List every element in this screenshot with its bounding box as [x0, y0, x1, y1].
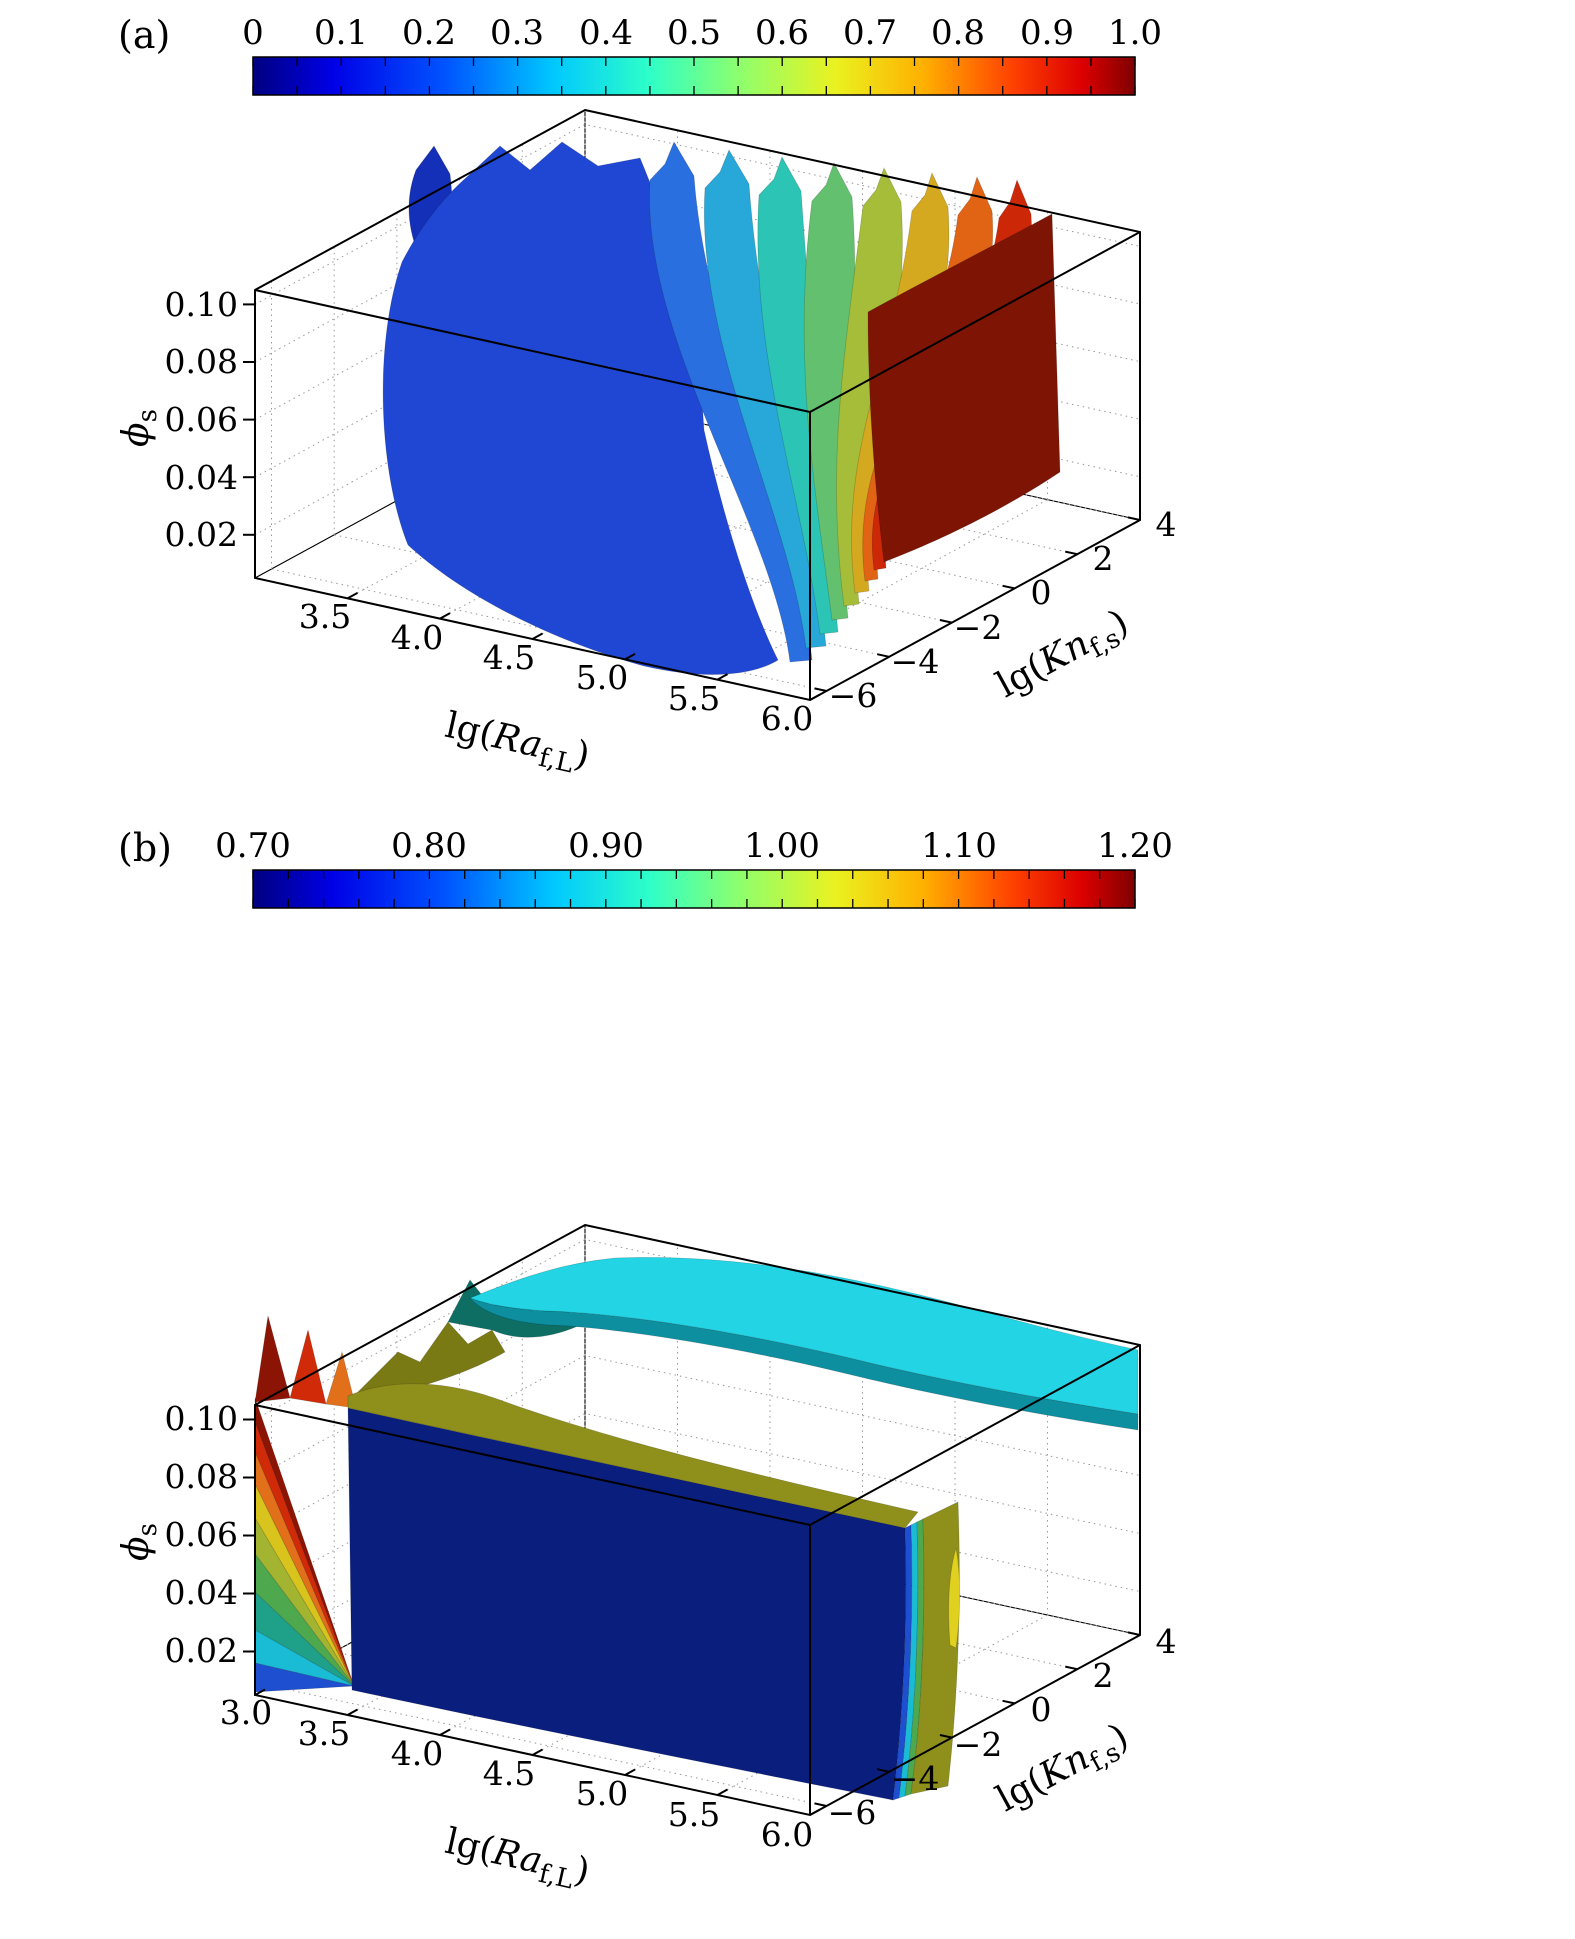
ra-tick-label: 4.5	[483, 638, 535, 677]
phi-tick-label: 0.02	[165, 515, 238, 554]
ra-tick-label: 5.0	[576, 658, 628, 697]
phi-axis-label: ϕs	[116, 1523, 163, 1561]
ra-axis-label-sub: f,L	[536, 1859, 576, 1896]
ra-tick-label: 6.0	[761, 1815, 813, 1854]
phi-axis-label-sym: ϕ	[116, 1536, 157, 1561]
isosurface-spike	[325, 1350, 357, 1409]
kn-tick-label: 4	[1156, 1622, 1177, 1661]
isosurface-spike	[254, 1315, 291, 1403]
phi-axis-label-sub: s	[133, 1523, 163, 1536]
kn-tick-label: −2	[954, 1725, 1003, 1764]
plot-b-isosurfaces	[254, 1257, 1139, 1801]
kn-tick-label: 4	[1156, 505, 1177, 544]
colorbar-tick-label: 0.8	[931, 13, 985, 53]
ra-tick-label: 5.5	[668, 679, 720, 718]
ra-axis-label: lg(Raf,L)	[440, 705, 593, 783]
ra-tick-label: 3.0	[220, 1693, 272, 1732]
ra-axis-label-sym: Ra	[488, 715, 546, 766]
phi-tick-label: 0.06	[165, 1515, 238, 1554]
ra-axis-label: lg(Raf,L)	[440, 1821, 593, 1899]
phi-axis-label-sub: s	[133, 409, 163, 422]
colorbar-tick-label: 1.20	[1097, 826, 1173, 866]
ra-tick-label: 5.5	[668, 1795, 720, 1834]
colorbar-tick-label: 0.70	[215, 826, 291, 866]
phi-tick-label: 0.08	[165, 1457, 238, 1496]
isosurface-spike	[948, 1547, 961, 1649]
ra-tick-label: 4.0	[391, 1734, 443, 1773]
ra-tick-label: 4.5	[483, 1754, 535, 1793]
ra-tick-label: 3.5	[298, 1714, 350, 1753]
phi-tick-label: 0.02	[165, 1631, 238, 1670]
phi-tick-label: 0.10	[165, 285, 238, 324]
panel-b-tag: (b)	[118, 826, 172, 870]
colorbar-tick-label: 0.2	[402, 13, 456, 53]
kn-tick-label: −4	[891, 1759, 940, 1798]
ra-tick-label: 3.5	[299, 597, 351, 636]
phi-axis-label-sym: ϕ	[116, 422, 157, 447]
kn-tick-label: 2	[1093, 539, 1114, 578]
plot-a-frame	[243, 57, 1141, 702]
colorbar-tick-label: 0.5	[667, 13, 721, 53]
kn-tick-label: 0	[1031, 573, 1052, 612]
phi-tick-label: 0.08	[165, 342, 238, 381]
phi-tick-label: 0.04	[165, 458, 238, 497]
plot-b-frame	[243, 870, 1141, 1817]
ra-axis-label-post: )	[571, 734, 594, 777]
phi-tick-label: 0.10	[165, 1399, 238, 1438]
kn-axis-label: lg(Knf,s)	[990, 602, 1138, 712]
isosurface-spike	[289, 1329, 327, 1405]
ra-tick-label: 5.0	[576, 1774, 628, 1813]
colorbar-tick-label: 0.90	[568, 826, 644, 866]
colorbar-tick-label: 0	[242, 13, 264, 53]
kn-tick-label: −4	[891, 642, 940, 681]
kn-tick-label: −6	[829, 676, 878, 715]
plot-a-isosurfaces	[382, 141, 1061, 675]
kn-tick-label: −6	[828, 1793, 877, 1832]
kn-tick-label: 2	[1093, 1656, 1114, 1695]
colorbar-tick-label: 0.7	[843, 13, 897, 53]
isosurface-slab-edge	[469, 1297, 1139, 1431]
colorbar-tick-label: 0.80	[391, 826, 467, 866]
phi-tick-label: 0.06	[165, 400, 238, 439]
kn-tick-label: 0	[1031, 1690, 1052, 1729]
colorbar-tick-label: 0.9	[1020, 13, 1074, 53]
phi-axis-label: ϕs	[116, 409, 163, 447]
ra-axis-label-pre: lg(	[442, 705, 498, 756]
ra-tick-label: 4.0	[391, 618, 443, 657]
phi-tick-label: 0.04	[165, 1573, 238, 1612]
ra-tick-label: 6.0	[761, 699, 813, 738]
isosurface-band	[347, 1383, 919, 1529]
ra-axis-label-post: )	[571, 1850, 594, 1893]
kn-tick-label: −2	[954, 608, 1003, 647]
colorbar-b	[252, 869, 1136, 909]
colorbar-tick-label: 1.0	[1108, 13, 1162, 53]
ra-axis-label-pre: lg(	[442, 1821, 498, 1872]
panel-a-tag: (a)	[118, 13, 170, 57]
kn-axis-label: lg(Knf,s)	[990, 1716, 1138, 1826]
colorbar-tick-label: 0.4	[579, 13, 633, 53]
colorbar-tick-label: 0.3	[490, 13, 544, 53]
colorbar-tick-label: 0.1	[314, 13, 368, 53]
ra-axis-label-sub: f,L	[536, 743, 576, 780]
ra-axis-label-sym: Ra	[488, 1831, 546, 1882]
isosurface-slab	[468, 1257, 1139, 1415]
colorbar-tick-label: 1.10	[921, 826, 997, 866]
colorbar-tick-label: 0.6	[755, 13, 809, 53]
colorbar-tick-label: 1.00	[744, 826, 820, 866]
